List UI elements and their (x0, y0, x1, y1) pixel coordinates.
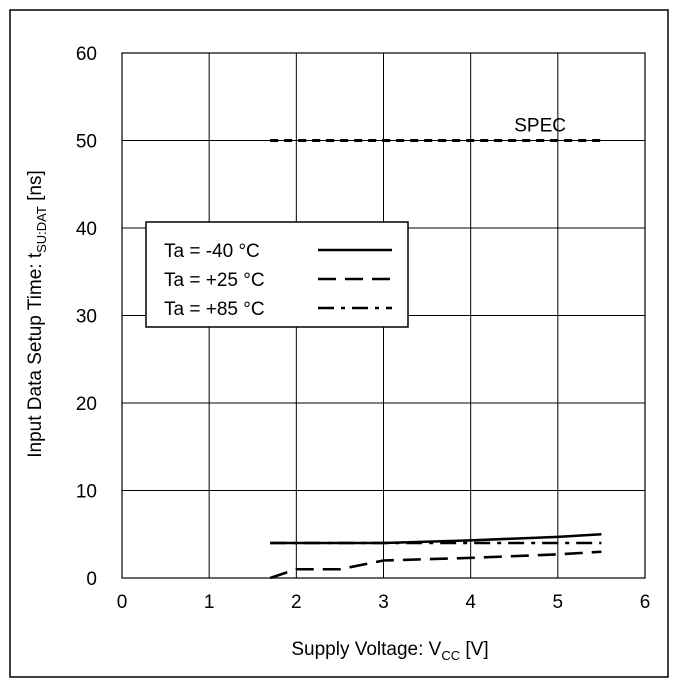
x-tick-label: 2 (291, 592, 302, 613)
x-tick-label: 0 (117, 592, 128, 613)
x-tick-label: 4 (465, 592, 476, 613)
x-axis-label: Supply Voltage: VCC [V] (291, 639, 488, 663)
series-group (269, 532, 602, 580)
x-tick-label: 5 (553, 592, 564, 613)
x-tick-label: 1 (204, 592, 215, 613)
x-tick-label: 6 (640, 592, 651, 613)
x-tick-label: 3 (378, 592, 389, 613)
y-tick-label: 10 (76, 482, 97, 503)
y-tick-labels: 0 10 20 30 40 50 60 (76, 44, 97, 590)
series-line (269, 550, 602, 580)
y-tick-label: 60 (76, 44, 97, 65)
spec-label: SPEC (514, 116, 566, 137)
legend-label: Ta = +25 °C (164, 270, 265, 291)
y-tick-label: 50 (76, 132, 97, 153)
spec-group: SPEC (270, 116, 602, 142)
y-tick-label: 40 (76, 219, 97, 240)
y-tick-label: 0 (86, 569, 97, 590)
legend-label: Ta = +85 °C (164, 299, 265, 320)
y-tick-label: 30 (76, 307, 97, 328)
y-axis-label: Input Data Setup Time: tSU:DAT [ns] (25, 170, 49, 458)
x-tick-labels: 0 1 2 3 4 5 6 (117, 592, 651, 613)
series-line (270, 532, 602, 545)
legend-label: Ta = -40 °C (164, 241, 260, 262)
y-tick-label: 20 (76, 394, 97, 415)
legend: Ta = -40 °C Ta = +25 °C Ta = +85 °C (145, 221, 409, 328)
legend-box (145, 221, 409, 328)
